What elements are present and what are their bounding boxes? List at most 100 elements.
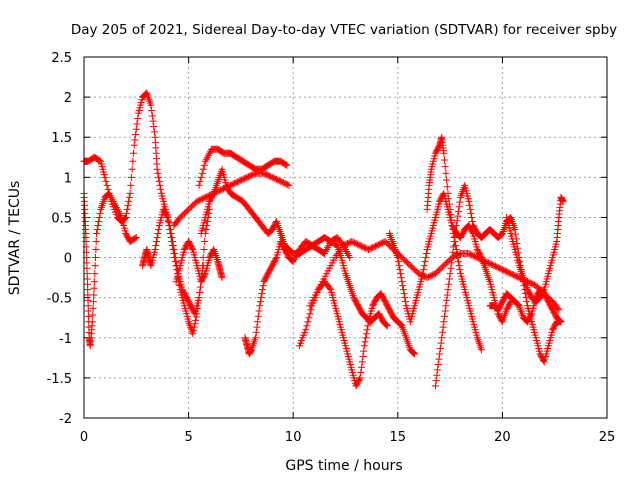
data-point [123,209,131,217]
data-point [155,225,163,233]
data-point [169,242,177,250]
data-point [441,307,449,315]
data-point [523,298,531,306]
data-point [411,350,419,358]
data-point [357,369,365,377]
data-point [382,320,390,328]
data-point [302,326,310,334]
data-point [436,350,444,358]
data-point [199,165,207,173]
series-arc-h [241,234,391,358]
data-point [431,382,439,390]
data-point [127,181,135,189]
data-point [209,191,217,199]
data-point [259,286,267,294]
data-point [91,270,99,278]
data-point [218,274,226,282]
data-point [92,238,100,246]
data-point [363,326,371,334]
data-point [200,246,208,254]
data-point [399,286,407,294]
series-arc-l [423,133,485,354]
data-point [169,246,177,254]
data-point [450,243,458,251]
data-point [401,298,409,306]
data-point [466,205,474,213]
data-point [131,136,139,144]
data-point [303,322,311,330]
y-tick-label: 2.5 [51,51,72,66]
data-point [126,189,134,197]
data-point [421,258,429,266]
data-point [168,238,176,246]
data-point [259,282,267,290]
data-point [468,217,476,225]
x-tick-label: 0 [80,430,88,445]
data-point [455,262,463,270]
x-axis-label: GPS time / hours [285,458,402,474]
data-point [467,209,475,217]
data-point [307,306,315,314]
data-point [443,176,451,184]
data-point [447,211,455,219]
data-point [399,282,407,290]
data-point [398,278,406,286]
data-point [171,254,179,262]
data-point [197,173,205,181]
data-point [360,347,368,355]
data-point [147,101,155,109]
data-point [257,294,265,302]
data-point [438,334,446,342]
data-point [452,221,460,229]
data-point [93,225,101,233]
data-point [355,375,363,383]
data-point [132,125,140,133]
data-point [450,238,458,246]
data-point [284,181,292,189]
data-point [155,177,163,185]
data-point [438,328,446,336]
data-point [190,323,198,331]
data-point [130,149,138,157]
chart-title: Day 205 of 2021, Sidereal Day-to-day VTE… [71,22,617,38]
data-point [148,106,156,114]
data-point [191,320,199,328]
data-point [452,227,460,235]
data-point [258,290,266,298]
data-point [440,318,448,326]
y-tick-label: 2 [64,91,72,106]
data-point [358,358,366,366]
data-point [166,229,174,237]
data-point [196,177,204,185]
data-point [148,112,156,120]
data-point [456,266,464,274]
data-point [397,274,405,282]
x-tick-label: 20 [494,430,511,445]
data-point [447,216,455,224]
data-point [132,131,140,139]
data-point [395,262,403,270]
data-point [401,294,409,302]
data-point [89,311,97,319]
data-point [196,283,204,291]
data-point [153,238,161,246]
data-point [394,258,402,266]
data-point [285,181,293,189]
data-point [150,128,158,136]
data-point [305,314,313,322]
data-point [453,250,461,258]
data-point [441,163,449,171]
data-point [511,225,519,233]
data-point [194,304,202,312]
data-point [466,201,474,209]
data-point [456,198,464,206]
data-point [326,284,334,292]
data-point [254,312,262,320]
data-point [454,258,462,266]
data-point [397,270,405,278]
data-point [103,181,111,189]
data-point [272,255,280,263]
data-point [449,248,457,256]
data-point [101,173,109,181]
data-point [150,123,158,131]
